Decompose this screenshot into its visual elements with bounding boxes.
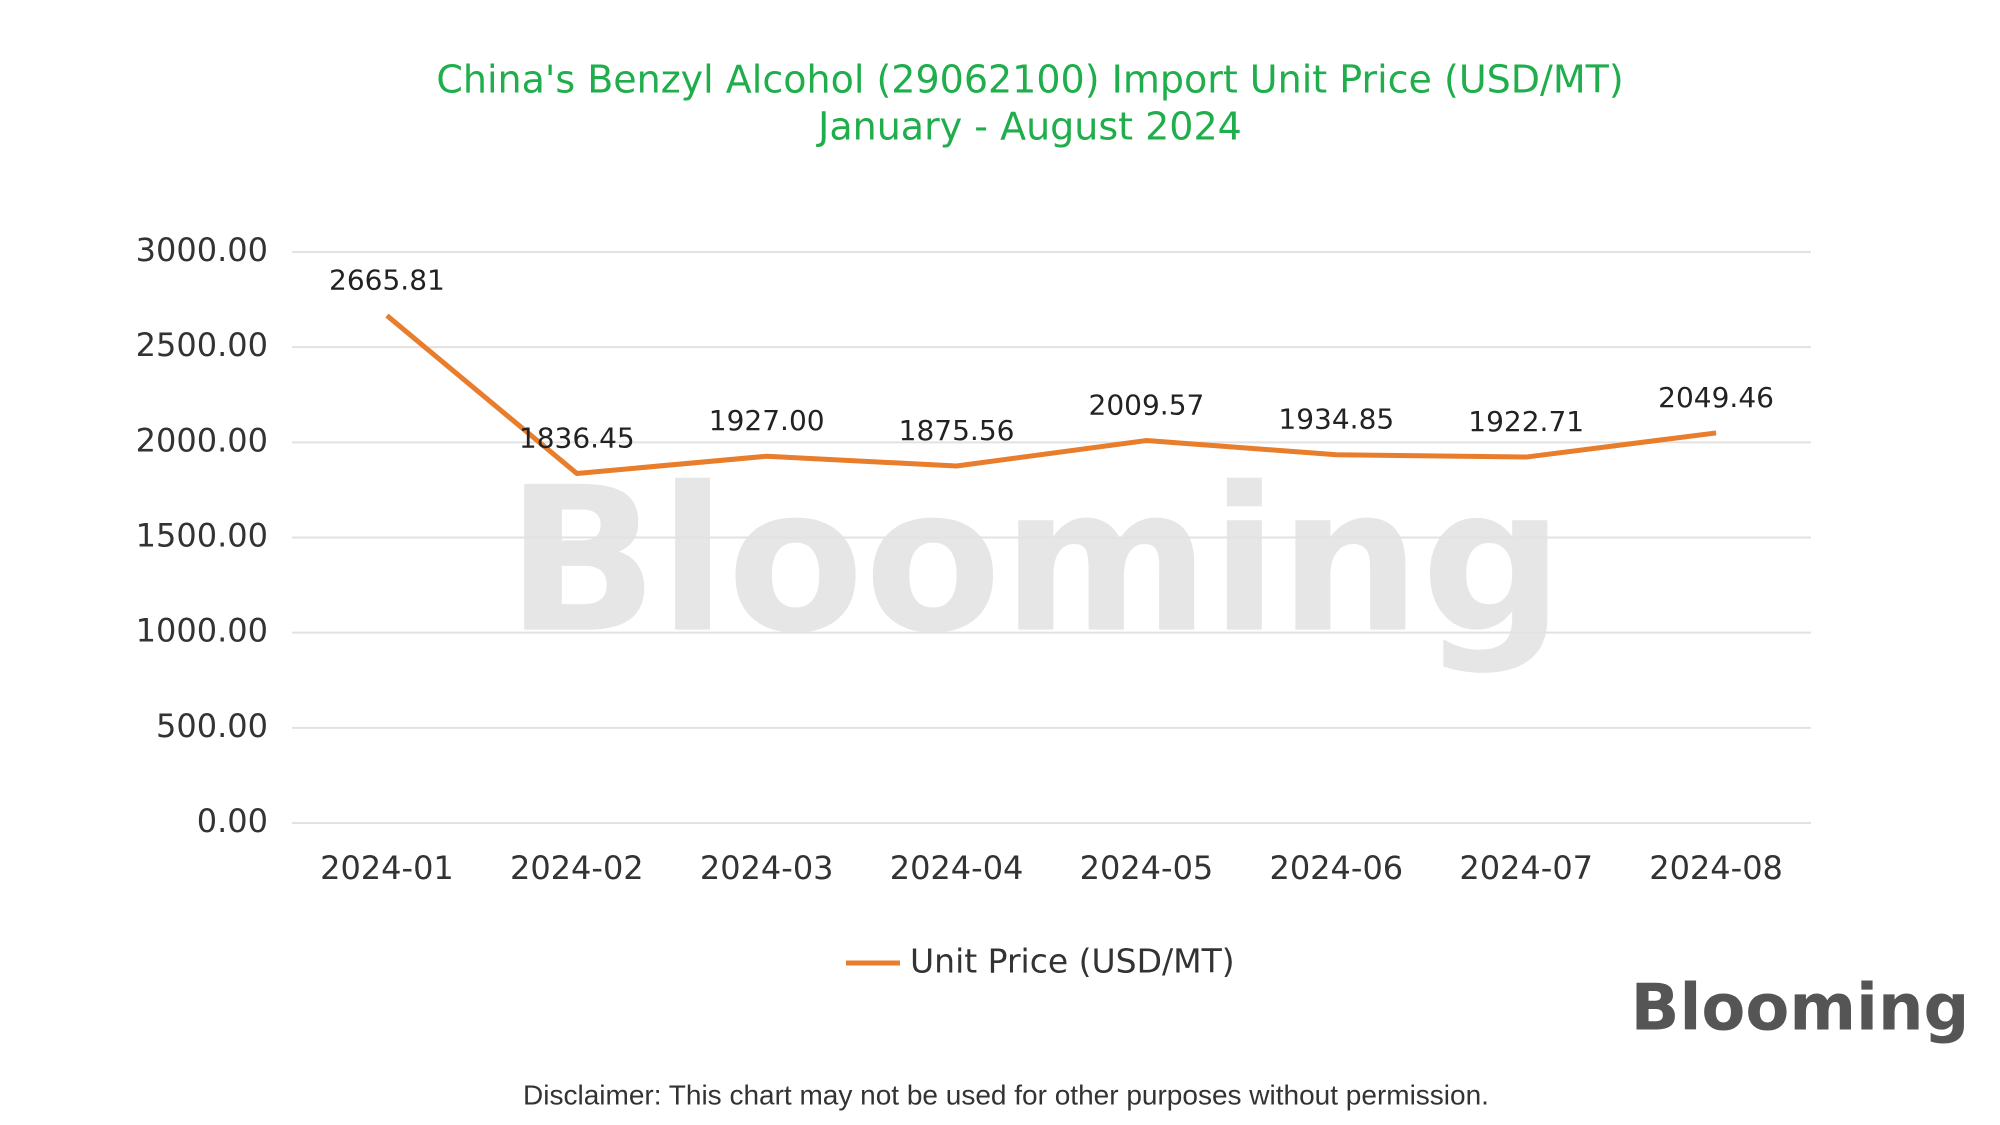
x-tick-label: 2024-06 — [1269, 849, 1403, 887]
data-label: 1922.71 — [1468, 405, 1584, 438]
x-tick-label: 2024-08 — [1649, 849, 1783, 887]
y-tick-label: 2500.00 — [136, 326, 268, 364]
disclaimer: Disclaimer: This chart may not be used f… — [523, 1079, 1489, 1110]
data-label: 2049.46 — [1658, 381, 1774, 414]
data-label: 2665.81 — [329, 264, 445, 297]
data-label: 1875.56 — [899, 414, 1015, 447]
legend-label: Unit Price (USD/MT) — [910, 942, 1235, 981]
y-tick-label: 3000.00 — [136, 231, 268, 269]
y-tick-label: 500.00 — [156, 707, 268, 745]
x-tick-label: 2024-05 — [1080, 849, 1214, 887]
data-label: 1836.45 — [519, 421, 635, 454]
x-tick-label: 2024-03 — [700, 849, 834, 887]
x-tick-label: 2024-02 — [510, 849, 644, 887]
chart-title: China's Benzyl Alcohol (29062100) Import… — [436, 58, 1623, 102]
line — [385, 313, 1717, 476]
watermark: Blooming — [506, 445, 1564, 678]
chart-subtitle: January - August 2024 — [816, 105, 1242, 149]
x-tick-label: 2024-04 — [890, 849, 1024, 887]
data-label: 1934.85 — [1278, 403, 1394, 436]
logo: Blooming — [1631, 972, 1970, 1046]
y-tick-label: 2000.00 — [136, 421, 268, 459]
y-tick-label: 0.00 — [197, 802, 268, 840]
y-tick-label: 1000.00 — [136, 612, 268, 650]
y-tick-label: 1500.00 — [136, 517, 268, 555]
x-tick-label: 2024-07 — [1459, 849, 1593, 887]
data-label: 2009.57 — [1089, 389, 1205, 422]
data-label: 1927.00 — [709, 404, 825, 437]
x-tick-label: 2024-01 — [320, 849, 454, 887]
